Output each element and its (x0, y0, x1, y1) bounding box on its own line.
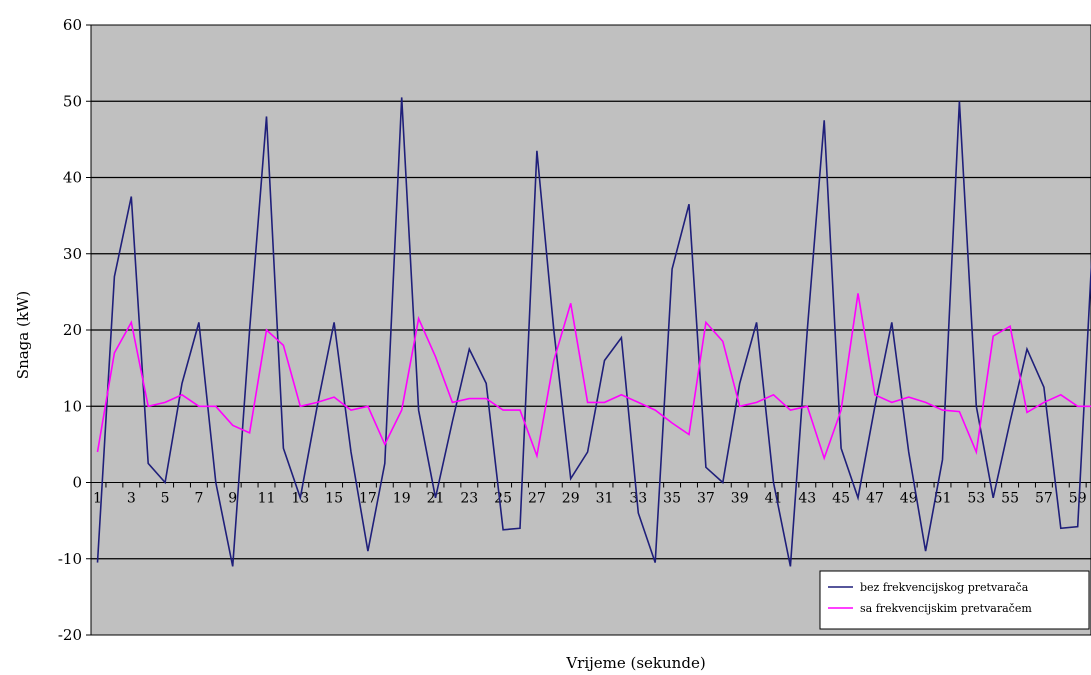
x-tick-label: 21 (427, 491, 445, 507)
x-tick-label: 41 (765, 491, 783, 507)
x-tick-label: 29 (562, 491, 580, 507)
x-tick-label: 37 (697, 491, 715, 507)
x-tick-label: 53 (967, 491, 985, 507)
y-tick-label: 50 (63, 92, 82, 110)
y-tick-label: 20 (63, 321, 82, 339)
x-tick-label: 47 (866, 491, 884, 507)
x-tick-label: 39 (731, 491, 749, 507)
y-tick-label: 40 (63, 169, 82, 187)
y-tick-label: 30 (63, 245, 82, 263)
series-lines (96, 97, 1091, 567)
x-tick-label: 23 (460, 491, 478, 507)
x-tick-label: 5 (161, 491, 170, 507)
x-tick-label: 59 (1069, 491, 1087, 507)
series-line (96, 97, 1091, 567)
x-axis: 1 3 5 7 9 11 13 15 17 19 21 23 25 27 29 31 33 35 37 39 41 43 4… (91, 482, 1091, 507)
x-tick-label: 57 (1035, 491, 1053, 507)
x-tick-label: 15 (325, 491, 343, 507)
y-tick-label: 60 (63, 16, 82, 34)
x-tick-label: 27 (528, 491, 546, 507)
x-tick-label: 17 (359, 491, 377, 507)
x-tick-label: 11 (258, 491, 276, 507)
gridlines (91, 100, 1091, 560)
y-tick-label: -10 (58, 550, 82, 568)
legend-box (819, 570, 1090, 630)
x-tick-label: 35 (663, 491, 681, 507)
x-tick-label: 19 (393, 491, 411, 507)
x-tick-label: 43 (798, 491, 816, 507)
y-axis-ticks: -20 -10 0 10 20 30 40 50 60 (58, 16, 91, 644)
x-tick-label: 9 (228, 491, 237, 507)
x-tick-label: 1 (93, 491, 102, 507)
y-tick-label: -20 (58, 626, 82, 644)
y-axis-title: Snaga (kW) (14, 291, 32, 379)
y-tick-label: 0 (72, 474, 82, 492)
x-tick-label: 25 (494, 491, 512, 507)
x-tick-label: 51 (934, 491, 952, 507)
x-tick-label: 7 (194, 491, 203, 507)
x-tick-label: 55 (1001, 491, 1019, 507)
series-line (96, 293, 1091, 461)
legend-label: bez frekvencijskog pretvarača (860, 581, 1029, 594)
y-tick-label: 10 (63, 397, 82, 415)
legend: bez frekvencijskog pretvarača sa frekvenc… (819, 570, 1090, 630)
x-axis-title: Vrijeme (sekunde) (565, 654, 705, 672)
x-tick-label: 33 (629, 491, 647, 507)
x-tick-label: 31 (596, 491, 614, 507)
x-tick-label: 3 (127, 491, 136, 507)
legend-label: sa frekvencijskim pretvaračem (860, 602, 1032, 615)
x-tick-label: 49 (900, 491, 918, 507)
x-tick-label: 45 (832, 491, 850, 507)
